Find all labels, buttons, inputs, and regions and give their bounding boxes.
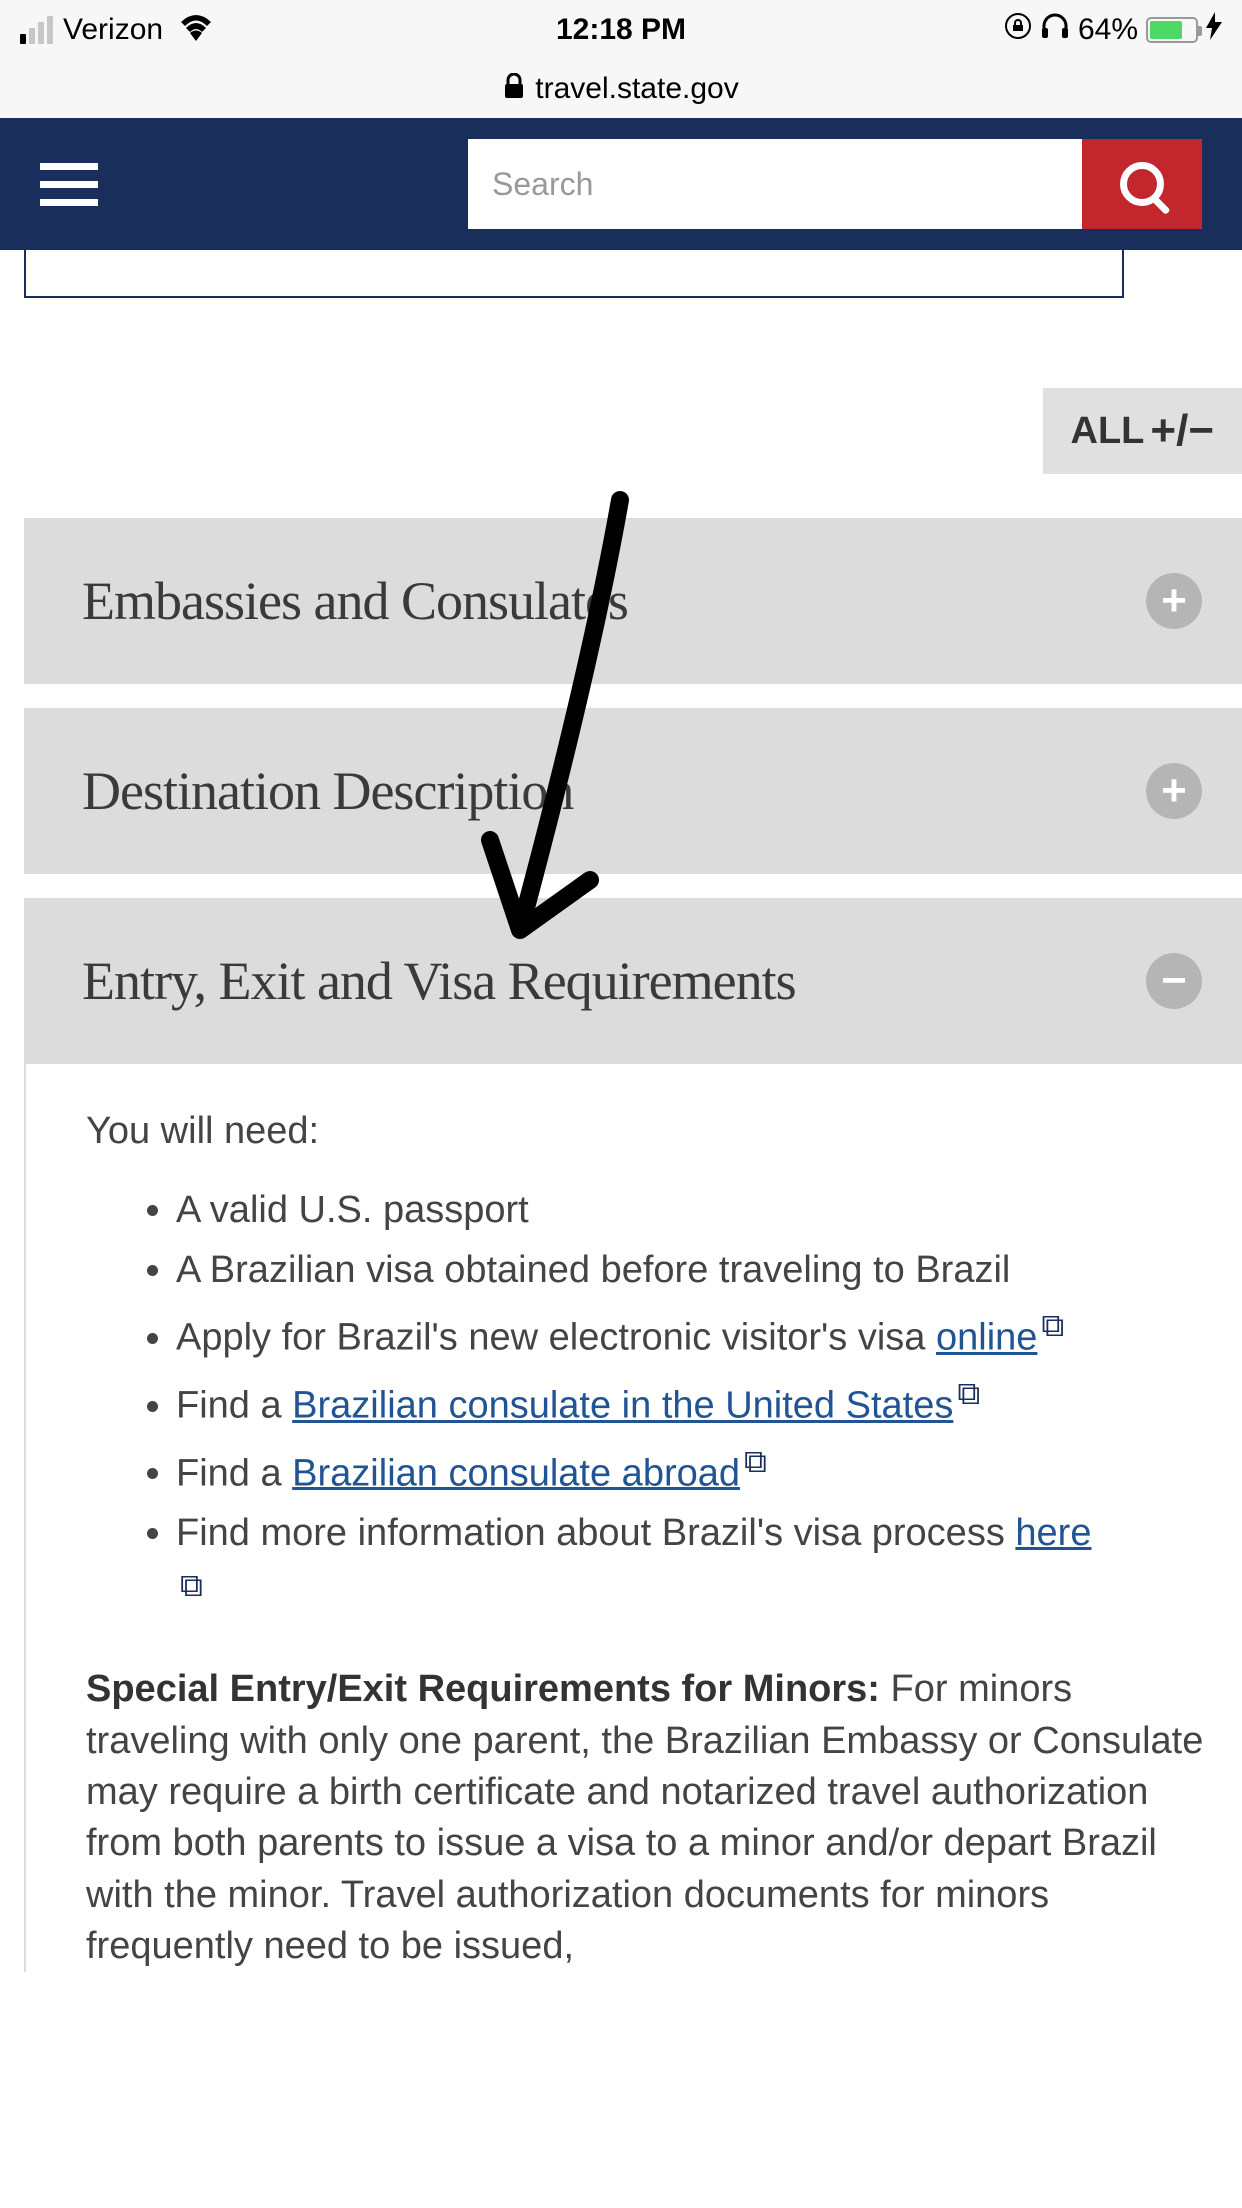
battery-icon	[1146, 17, 1198, 43]
plus-minus-icon: +/−	[1150, 406, 1214, 456]
lock-icon	[503, 73, 525, 106]
accordion-item-embassies[interactable]: Embassies and Consulates +	[24, 518, 1242, 684]
signal-icon	[20, 16, 53, 44]
menu-button[interactable]	[40, 163, 98, 206]
item-text: A valid U.S. passport	[176, 1189, 529, 1231]
item-text: A Brazilian visa obtained before traveli…	[176, 1249, 1010, 1291]
expand-all-button[interactable]: ALL +/−	[1043, 388, 1242, 474]
accordion-title: Destination Description	[82, 760, 573, 822]
wifi-icon	[179, 12, 213, 49]
accordion-title: Entry, Exit and Visa Requirements	[82, 950, 796, 1012]
headphones-icon	[1040, 12, 1070, 48]
all-label: ALL	[1071, 410, 1145, 453]
consulate-us-link[interactable]: Brazilian consulate in the United States	[292, 1385, 953, 1427]
here-link[interactable]: here	[1015, 1512, 1091, 1554]
online-link[interactable]: online	[936, 1317, 1037, 1359]
site-nav	[0, 118, 1242, 250]
list-item: A Brazilian visa obtained before traveli…	[176, 1241, 1212, 1300]
consulate-abroad-link[interactable]: Brazilian consulate abroad	[292, 1452, 740, 1494]
carrier-label: Verizon	[63, 13, 163, 47]
list-item: A valid U.S. passport	[176, 1181, 1212, 1240]
battery-pct: 64%	[1078, 13, 1138, 47]
main-content: ALL +/− Embassies and Consulates + Desti…	[0, 298, 1242, 1972]
minors-paragraph: Special Entry/Exit Requirements for Mino…	[86, 1664, 1212, 1972]
item-text: Find a	[176, 1452, 292, 1494]
requirements-list: A valid U.S. passport A Brazilian visa o…	[86, 1157, 1212, 1654]
external-link-icon: ⧉	[957, 1375, 980, 1411]
list-item: Find a Brazilian consulate abroad⧉	[176, 1436, 1212, 1504]
search-button[interactable]	[1082, 139, 1202, 229]
url-bar[interactable]: travel.state.gov	[0, 60, 1242, 118]
tab-border-stub	[24, 250, 1124, 298]
external-link-icon: ⧉	[180, 1567, 203, 1603]
external-link-icon: ⧉	[744, 1443, 767, 1479]
accordion: Embassies and Consulates + Destination D…	[0, 518, 1242, 1972]
plus-icon: +	[1146, 573, 1202, 629]
charging-icon	[1206, 12, 1222, 48]
search-icon	[1120, 162, 1164, 206]
minors-heading: Special Entry/Exit Requirements for Mino…	[86, 1668, 880, 1710]
minus-icon: −	[1146, 953, 1202, 1009]
minors-body: For minors traveling with only one paren…	[86, 1668, 1203, 1966]
accordion-content-entry-exit: You will need: A valid U.S. passport A B…	[24, 1064, 1242, 1972]
lead-text: You will need:	[86, 1106, 1212, 1157]
accordion-item-entry-exit[interactable]: Entry, Exit and Visa Requirements −	[24, 898, 1242, 1064]
external-link-icon: ⧉	[1041, 1307, 1064, 1343]
plus-icon: +	[1146, 763, 1202, 819]
item-text: Apply for Brazil's new electronic visito…	[176, 1317, 936, 1359]
status-bar: Verizon 12:18 PM 64%	[0, 0, 1242, 60]
status-left: Verizon	[20, 12, 213, 49]
search-input[interactable]	[468, 139, 1082, 229]
accordion-item-destination[interactable]: Destination Description +	[24, 708, 1242, 874]
list-item: Find a Brazilian consulate in the United…	[176, 1368, 1212, 1436]
clock: 12:18 PM	[556, 13, 686, 47]
search-form	[468, 139, 1202, 229]
list-item: Find more information about Brazil's vis…	[176, 1504, 1212, 1615]
item-text: Find more information about Brazil's vis…	[176, 1512, 1015, 1554]
status-right: 64%	[1004, 12, 1222, 48]
url-text: travel.state.gov	[535, 72, 738, 106]
accordion-title: Embassies and Consulates	[82, 570, 628, 632]
item-text: Find a	[176, 1385, 292, 1427]
orientation-lock-icon	[1004, 12, 1032, 48]
battery-fill	[1150, 21, 1182, 39]
list-item: Apply for Brazil's new electronic visito…	[176, 1300, 1212, 1368]
